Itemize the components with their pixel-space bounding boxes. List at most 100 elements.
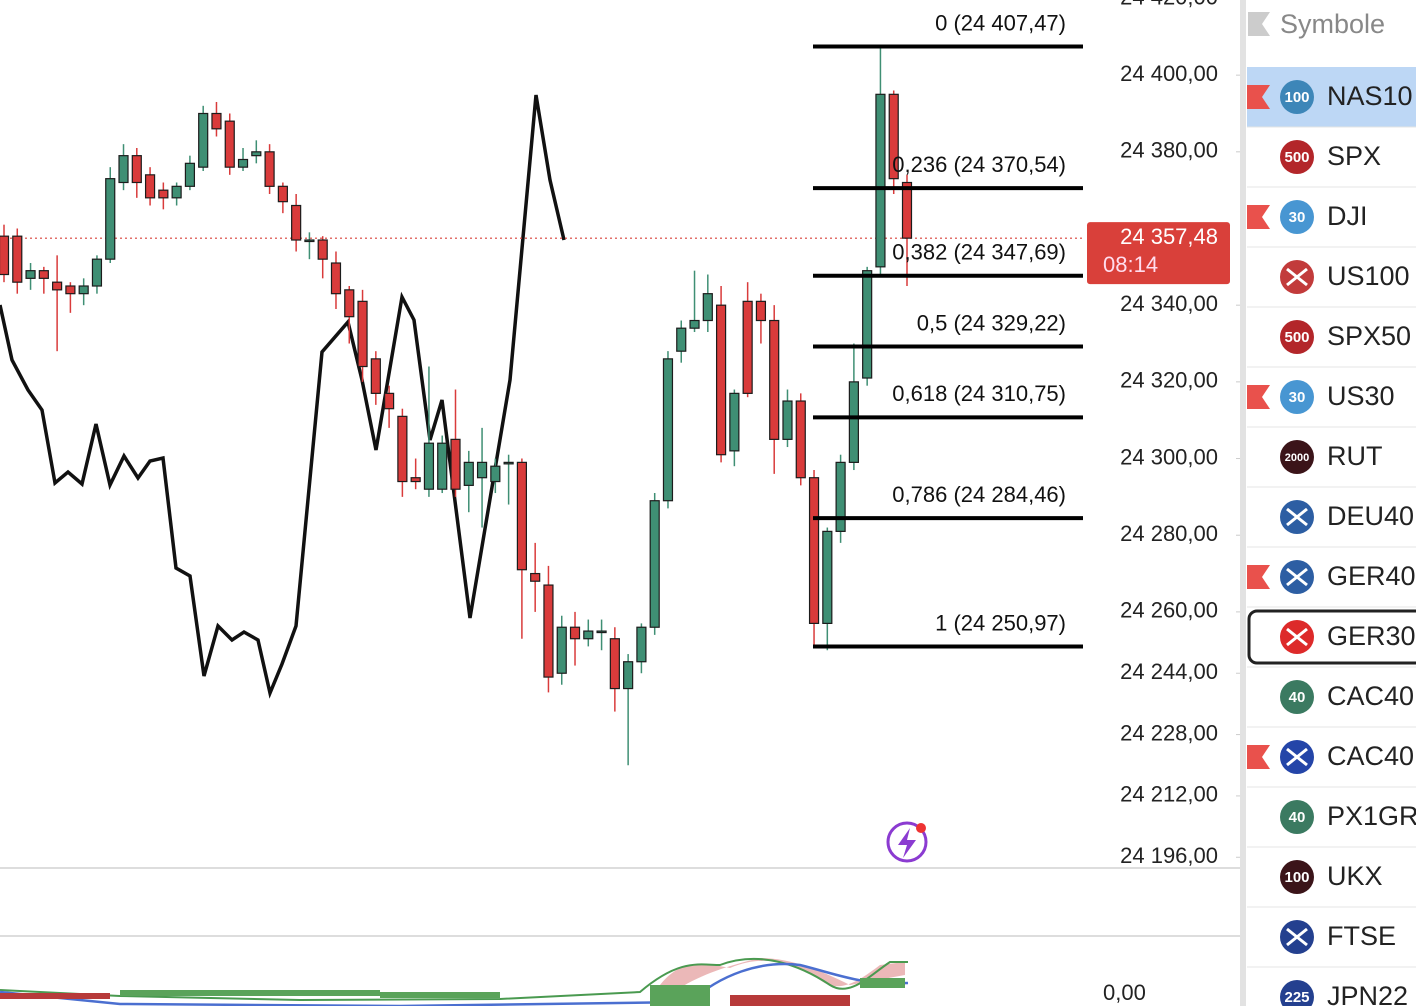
badge-text: 30 [1289, 209, 1306, 226]
candle-body [596, 630, 607, 634]
symbol-row[interactable]: 100 NAS10 [1247, 67, 1416, 128]
symbol-row[interactable]: GER40 [1247, 560, 1416, 608]
candle-body [636, 626, 647, 663]
candle-body [12, 235, 23, 283]
symbol-row[interactable]: 225 JPN22 [1247, 980, 1416, 1006]
candle-body [769, 319, 780, 440]
candle-body [211, 112, 222, 130]
candle-body [0, 235, 10, 276]
candle-body [862, 270, 873, 379]
chart-area: 24 420,00 24 400,00 24 380,00 24 340,00 24 3… [0, 0, 1240, 1006]
badge-icon [1286, 627, 1308, 647]
y-tick-label: 24 212,00 [1120, 782, 1218, 807]
candle-body [410, 477, 421, 483]
symbol-name: NAS10 [1327, 81, 1413, 111]
symbol-row[interactable]: FTSE [1247, 920, 1416, 968]
candle-body [715, 304, 727, 456]
candle-body [901, 181, 913, 239]
fib-label: 0 (24 407,47) [935, 10, 1066, 35]
candle-body [530, 572, 541, 582]
candle-body [623, 661, 634, 690]
candle-body [131, 155, 142, 184]
candle-body [423, 442, 435, 490]
candle-body [888, 93, 899, 180]
symbol-row[interactable]: 40 CAC40 [1247, 680, 1416, 728]
symbol-row[interactable]: 500 SPX [1247, 140, 1416, 188]
candle-body [264, 151, 275, 187]
symbol-name: PX1GR [1327, 801, 1416, 831]
symbol-name: RUT [1327, 441, 1383, 471]
alert-icon[interactable] [886, 821, 928, 863]
candle-body [224, 120, 235, 168]
y-tick-label: 24 244,00 [1120, 659, 1218, 684]
y-tick-label: 24 300,00 [1120, 444, 1218, 469]
badge-text: 100 [1284, 89, 1309, 106]
badge-text: 2000 [1285, 452, 1309, 464]
candle-body [609, 638, 620, 690]
candle-body [397, 415, 408, 483]
badge-icon [1286, 267, 1308, 287]
candle-body [357, 300, 368, 368]
symbol-badge [1280, 140, 1314, 174]
symbol-row[interactable]: 2000 RUT [1247, 440, 1416, 488]
symbol-row[interactable]: US100 [1247, 260, 1416, 308]
symbol-row[interactable]: CAC40 [1247, 740, 1416, 788]
candle-body [556, 626, 567, 674]
symbol-name: UKX [1327, 861, 1383, 891]
candle-body [65, 285, 76, 295]
header-flag [1248, 12, 1270, 36]
candle-body [384, 392, 395, 410]
candle-body [38, 270, 49, 279]
badge-text: 500 [1284, 329, 1309, 346]
symbol-row[interactable]: 30 DJI [1247, 200, 1416, 248]
candle-body [370, 358, 381, 394]
symbol-row[interactable]: 40 PX1GR [1247, 800, 1416, 848]
candle-body [277, 185, 288, 203]
candle-body [237, 158, 249, 168]
candle-body [822, 530, 833, 624]
symbol-row[interactable]: 500 SPX50 [1247, 320, 1416, 368]
candle-body [251, 151, 262, 157]
indicator-zero-label: 0,00 [1103, 980, 1146, 1005]
watch-flag [1247, 85, 1270, 109]
candle-body [317, 239, 328, 260]
symbol-name: SPX50 [1327, 321, 1411, 351]
candle-body [25, 270, 36, 279]
candle-body [835, 461, 846, 532]
candle-body [158, 189, 169, 199]
fib-label: 1 (24 250,97) [935, 610, 1066, 635]
watch-flag [1247, 565, 1270, 589]
macd-histogram [0, 993, 850, 1006]
symbol-row[interactable]: GER30 [1247, 609, 1416, 668]
badge-icon [1286, 927, 1308, 947]
symbol-badge [1280, 80, 1314, 114]
candle-body [304, 239, 315, 243]
symbol-name: GER30 [1327, 621, 1416, 651]
candle-body [742, 300, 753, 394]
candle-body [583, 630, 594, 640]
candle-body [330, 262, 342, 295]
symbol-badge [1280, 980, 1314, 1006]
sidebar: Symbole 100 NAS10 500 SPX 30 DJI US100 500 SPX50… [1247, 9, 1416, 1006]
candle-body [755, 300, 767, 322]
symbol-badge [1280, 200, 1314, 234]
symbol-name: FTSE [1327, 921, 1396, 951]
symbol-row[interactable]: 30 US30 [1247, 380, 1416, 428]
fib-label: 0,5 (24 329,22) [917, 310, 1066, 335]
sidebar-title: Symbole [1280, 9, 1385, 39]
row-outline [1247, 609, 1416, 665]
comparison-line [0, 94, 566, 699]
candle-body [171, 185, 182, 199]
symbol-row[interactable]: DEU40 [1247, 500, 1416, 548]
symbol-row[interactable]: 100 UKX [1247, 860, 1416, 908]
symbol-name: US30 [1327, 381, 1395, 411]
symbol-name: DJI [1327, 201, 1368, 231]
symbol-badge [1280, 800, 1314, 834]
symbol-badge [1280, 440, 1314, 474]
y-tick-label: 24 228,00 [1120, 720, 1218, 745]
symbol-name: GER40 [1327, 561, 1416, 591]
badge-icon [1286, 747, 1308, 767]
candle-body [782, 400, 793, 440]
